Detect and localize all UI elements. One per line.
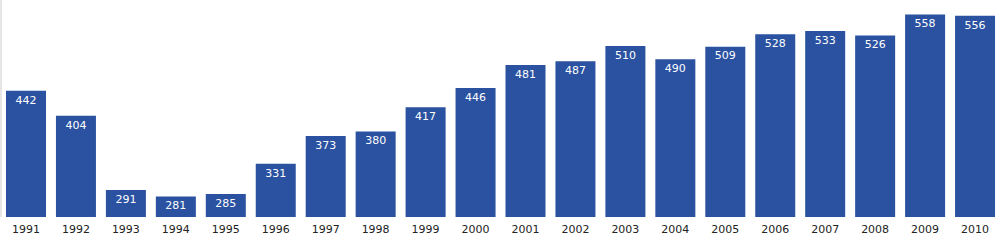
- svg-text:1992: 1992: [62, 223, 90, 236]
- svg-text:2007: 2007: [811, 223, 839, 236]
- svg-text:533: 533: [815, 34, 836, 47]
- svg-text:2006: 2006: [761, 223, 789, 236]
- svg-text:2003: 2003: [611, 223, 639, 236]
- svg-text:2010: 2010: [961, 223, 989, 236]
- svg-text:1996: 1996: [262, 223, 290, 236]
- svg-text:380: 380: [365, 134, 386, 147]
- svg-text:281: 281: [165, 199, 186, 212]
- svg-text:1998: 1998: [362, 223, 390, 236]
- svg-text:2005: 2005: [711, 223, 739, 236]
- svg-text:481: 481: [515, 68, 536, 81]
- svg-text:1994: 1994: [162, 223, 190, 236]
- svg-text:291: 291: [115, 193, 136, 206]
- svg-text:509: 509: [715, 49, 736, 62]
- svg-text:526: 526: [865, 38, 886, 51]
- svg-text:2008: 2008: [861, 223, 889, 236]
- svg-text:2009: 2009: [911, 223, 939, 236]
- svg-text:490: 490: [665, 62, 686, 75]
- svg-text:1999: 1999: [412, 223, 440, 236]
- svg-text:2004: 2004: [661, 223, 689, 236]
- svg-text:417: 417: [415, 110, 436, 123]
- svg-text:331: 331: [265, 167, 286, 180]
- svg-text:446: 446: [465, 91, 486, 104]
- svg-text:1991: 1991: [12, 223, 40, 236]
- svg-text:556: 556: [965, 19, 986, 32]
- svg-text:285: 285: [215, 197, 236, 210]
- svg-text:510: 510: [615, 49, 636, 62]
- svg-text:2000: 2000: [462, 223, 490, 236]
- svg-text:1997: 1997: [312, 223, 340, 236]
- svg-text:487: 487: [565, 64, 586, 77]
- svg-text:2002: 2002: [561, 223, 589, 236]
- svg-text:404: 404: [65, 119, 86, 132]
- svg-text:1995: 1995: [212, 223, 240, 236]
- svg-text:528: 528: [765, 37, 786, 50]
- svg-text:2001: 2001: [511, 223, 539, 236]
- svg-text:442: 442: [15, 94, 36, 107]
- svg-text:373: 373: [315, 139, 336, 152]
- svg-text:1993: 1993: [112, 223, 140, 236]
- svg-text:558: 558: [915, 17, 936, 30]
